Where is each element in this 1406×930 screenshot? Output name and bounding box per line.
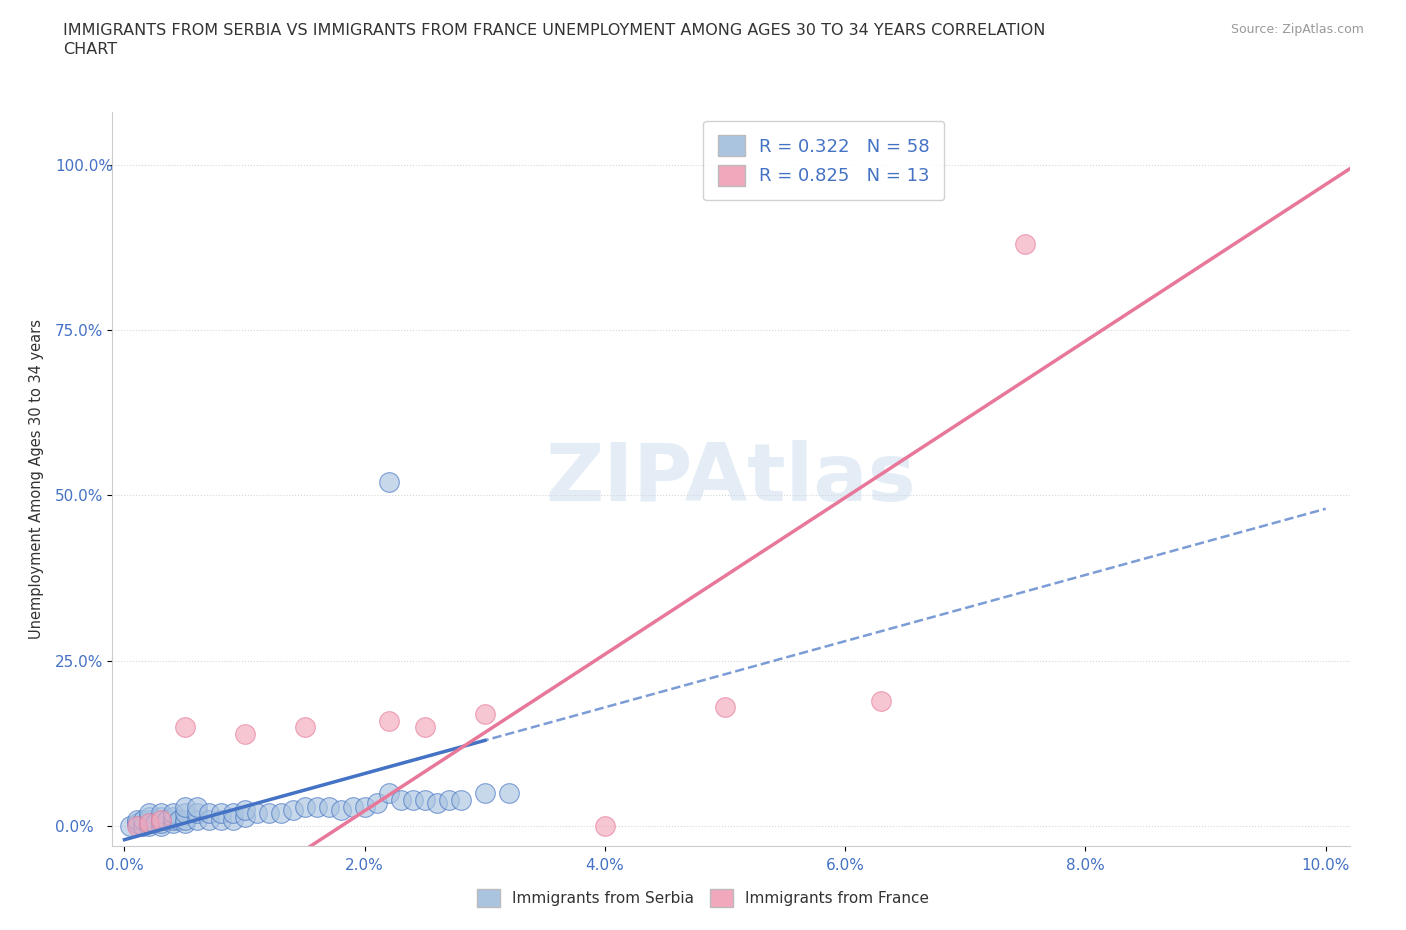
Point (138, 809, 160, 824)
Point (353, 799, 375, 814)
Point (437, 792, 460, 807)
Point (149, 819, 172, 834)
Point (378, 713, 401, 728)
Point (378, 786, 401, 801)
Point (149, 813, 172, 828)
Point (173, 816, 195, 830)
Point (246, 805, 269, 820)
Point (714, 700, 737, 715)
Point (294, 799, 316, 814)
Point (413, 720, 436, 735)
Point (281, 803, 304, 817)
Point (413, 792, 436, 807)
Text: Source: ZipAtlas.com: Source: ZipAtlas.com (1230, 23, 1364, 36)
Point (593, 819, 616, 834)
Point (149, 813, 172, 828)
Point (1014, 236, 1036, 251)
Point (149, 805, 172, 820)
Point (474, 707, 496, 722)
Point (366, 796, 388, 811)
Point (426, 796, 449, 811)
Point (209, 813, 232, 828)
Point (389, 792, 412, 807)
Point (186, 805, 208, 820)
Point (155, 813, 177, 828)
Point (186, 813, 208, 828)
Point (186, 799, 208, 814)
Point (173, 799, 195, 814)
Point (125, 813, 148, 828)
Point (173, 813, 195, 828)
Point (138, 819, 160, 834)
Point (402, 792, 425, 807)
Point (138, 813, 160, 828)
Point (149, 809, 172, 824)
Point (143, 816, 166, 830)
Point (221, 813, 243, 828)
Point (138, 816, 160, 830)
Point (318, 799, 340, 814)
Text: CHART: CHART (63, 42, 117, 57)
Point (162, 809, 184, 824)
Point (294, 720, 316, 735)
Point (221, 805, 243, 820)
Text: IMMIGRANTS FROM SERBIA VS IMMIGRANTS FROM FRANCE UNEMPLOYMENT AMONG AGES 30 TO 3: IMMIGRANTS FROM SERBIA VS IMMIGRANTS FRO… (63, 23, 1046, 38)
Point (138, 816, 160, 830)
Point (305, 799, 328, 814)
Point (162, 805, 184, 820)
Point (197, 805, 219, 820)
Point (162, 816, 184, 830)
Point (167, 813, 190, 828)
Point (120, 819, 142, 834)
Point (233, 809, 256, 824)
Point (342, 799, 364, 814)
Legend: Immigrants from Serbia, Immigrants from France: Immigrants from Serbia, Immigrants from … (471, 884, 935, 913)
Point (257, 805, 280, 820)
Point (209, 805, 232, 820)
Point (173, 720, 195, 735)
Point (270, 805, 292, 820)
Point (125, 819, 148, 834)
Point (125, 816, 148, 830)
Point (149, 816, 172, 830)
Legend: R = 0.322   N = 58, R = 0.825   N = 13: R = 0.322 N = 58, R = 0.825 N = 13 (703, 121, 945, 200)
Text: ZIPAtlas: ZIPAtlas (546, 440, 917, 518)
Point (233, 803, 256, 817)
Point (498, 786, 520, 801)
Point (173, 805, 195, 820)
Point (450, 792, 472, 807)
Point (329, 803, 352, 817)
Point (378, 475, 401, 490)
Point (131, 819, 153, 834)
Y-axis label: Unemployment Among Ages 30 to 34 years: Unemployment Among Ages 30 to 34 years (28, 319, 44, 639)
Point (197, 813, 219, 828)
Point (233, 726, 256, 741)
Point (138, 805, 160, 820)
Point (870, 693, 893, 708)
Point (474, 786, 496, 801)
Point (162, 813, 184, 828)
Point (131, 813, 153, 828)
